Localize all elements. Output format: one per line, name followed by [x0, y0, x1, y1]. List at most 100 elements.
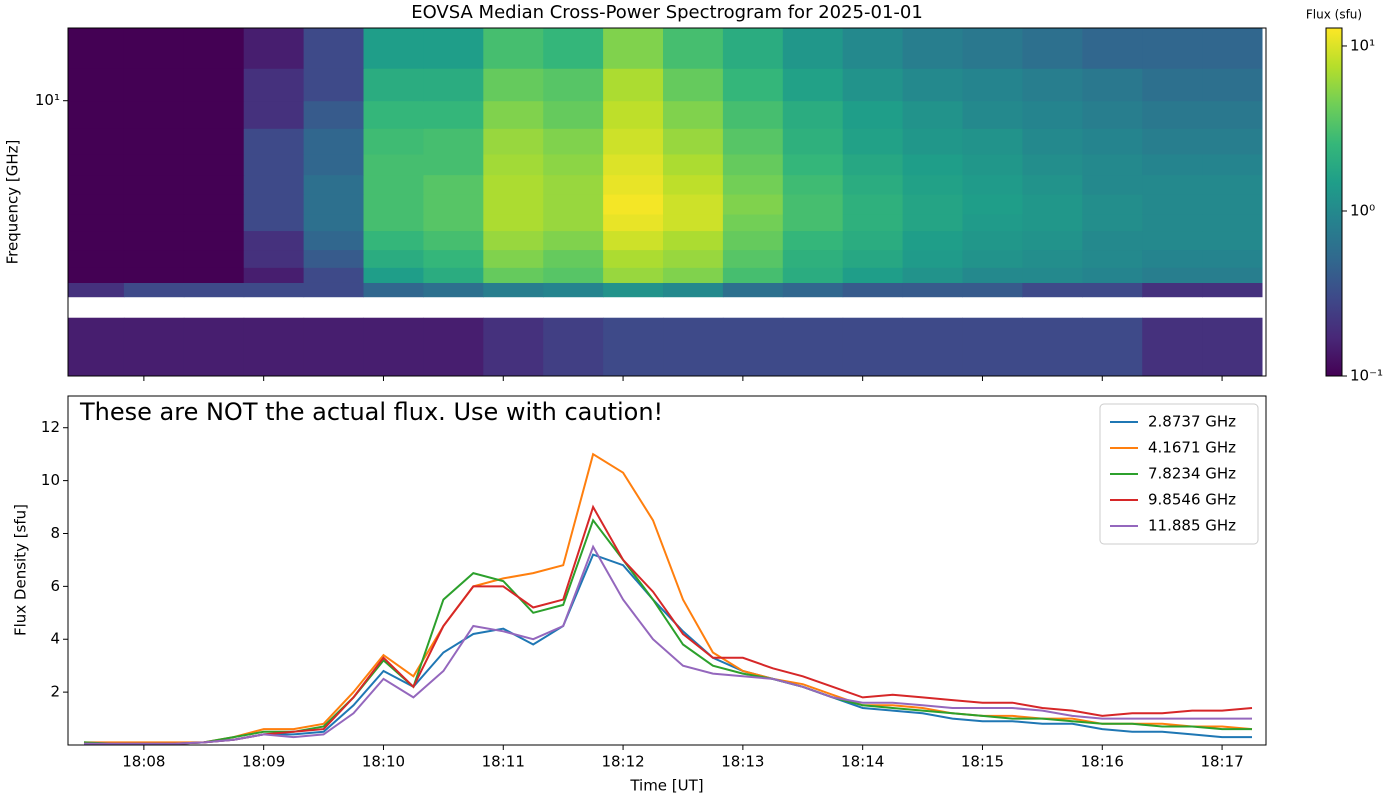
heatmap-cell	[68, 282, 125, 298]
colorbar-label: Flux (sfu)	[1306, 8, 1362, 22]
heatmap-cell	[303, 317, 365, 376]
heatmap-cell	[902, 174, 964, 195]
heatmap-cell	[663, 282, 724, 298]
y-tick-label: 10¹	[35, 91, 60, 109]
heatmap-cell	[902, 282, 964, 298]
heatmap-cell	[722, 100, 784, 129]
heatmap-cell	[962, 153, 1023, 176]
series-line	[84, 452, 1253, 744]
heatmap-cell	[782, 230, 844, 251]
heatmap-cell	[1082, 100, 1143, 129]
legend-label: 2.8737 GHz	[1148, 413, 1236, 431]
spectrogram	[68, 28, 1263, 376]
heatmap-cell	[1082, 153, 1143, 176]
heatmap-cell	[842, 214, 904, 232]
heatmap-cell	[183, 194, 245, 215]
heatmap-cell	[483, 230, 544, 251]
heatmap-cell	[603, 128, 664, 155]
heatmap-cell	[663, 128, 724, 155]
heatmap-cell	[543, 267, 604, 283]
heatmap-cell	[543, 249, 604, 268]
heatmap-cell	[1142, 267, 1203, 283]
heatmap-cell	[1022, 153, 1083, 176]
heatmap-cell	[1082, 230, 1143, 251]
heatmap-cell	[543, 282, 604, 298]
heatmap-cell	[842, 174, 904, 195]
heatmap-cell	[663, 267, 724, 283]
heatmap-cell	[303, 28, 365, 69]
legend-label: 9.8546 GHz	[1148, 491, 1236, 509]
heatmap-cell	[1142, 317, 1203, 376]
heatmap-cell	[423, 317, 484, 376]
heatmap-cell	[1142, 100, 1203, 129]
heatmap-cell	[722, 317, 784, 376]
heatmap-cell	[243, 28, 305, 69]
heatmap-cell	[1022, 282, 1083, 298]
heatmap-cell	[483, 153, 544, 176]
legend-label: 7.8234 GHz	[1148, 465, 1236, 483]
heatmap-cell	[603, 230, 664, 251]
x-tick-label: 18:12	[601, 753, 644, 771]
heatmap-cell	[123, 267, 185, 283]
heatmap-cell	[303, 128, 365, 155]
heatmap-cell	[303, 100, 365, 129]
heatmap-cell	[962, 174, 1023, 195]
heatmap-cell	[902, 249, 964, 268]
heatmap-cell	[782, 214, 844, 232]
heatmap-cell	[123, 282, 185, 298]
y-axis-label: Flux Density [sfu]	[12, 504, 30, 636]
x-tick-label: 18:10	[362, 753, 405, 771]
heatmap-cell	[483, 282, 544, 298]
heatmap-cell	[423, 230, 484, 251]
heatmap-cell	[543, 153, 604, 176]
heatmap-cell	[543, 317, 604, 376]
heatmap-cell	[663, 174, 724, 195]
heatmap-cell	[1142, 249, 1203, 268]
heatmap-cell	[363, 68, 424, 102]
heatmap-cell	[1202, 128, 1263, 155]
heatmap-cell	[1202, 267, 1263, 283]
heatmap-cell	[303, 282, 365, 298]
heatmap-cell	[183, 100, 245, 129]
heatmap-cell	[243, 128, 305, 155]
axes: 10¹ 10⁻¹ 10⁰ 10¹ 18:08 18:09 18:10 18:11 18:12 18…	[35, 36, 1383, 770]
series-line	[83, 553, 1252, 745]
heatmap-cell	[363, 249, 424, 268]
heatmap-cell	[1082, 317, 1143, 376]
x-tick-label: 18:17	[1200, 753, 1243, 771]
heatmap-cell	[902, 68, 964, 102]
heatmap-cell	[1142, 28, 1203, 69]
y-tick-label: 4	[50, 630, 60, 648]
heatmap-cell	[543, 68, 604, 102]
heatmap-cell	[303, 214, 365, 232]
heatmap-cell	[363, 317, 424, 376]
heatmap-cell	[603, 153, 664, 176]
heatmap-cell	[1202, 194, 1263, 215]
heatmap-cell	[243, 194, 305, 215]
x-tick-label: 18:08	[122, 753, 165, 771]
heatmap-cell	[962, 68, 1023, 102]
heatmap-cell	[483, 68, 544, 102]
heatmap-cell	[423, 282, 484, 298]
heatmap-cell	[363, 194, 424, 215]
heatmap-cell	[1022, 68, 1083, 102]
heatmap-cell	[363, 174, 424, 195]
heatmap-cell	[1082, 68, 1143, 102]
heatmap-cell	[243, 267, 305, 283]
heatmap-cell	[423, 153, 484, 176]
heatmap-cell	[1142, 230, 1203, 251]
legend-box	[1099, 403, 1259, 545]
heatmap-cell	[243, 317, 305, 376]
heatmap-cell	[68, 68, 125, 102]
heatmap-cell	[1022, 128, 1083, 155]
heatmap-cell	[842, 28, 904, 69]
heatmap-cell	[68, 174, 125, 195]
heatmap-cell	[1082, 194, 1143, 215]
heatmap-cell	[68, 100, 125, 129]
heatmap-cell	[782, 68, 844, 102]
x-tick-label: 18:09	[242, 753, 285, 771]
heatmap-cell	[782, 317, 844, 376]
colorbar-tick-label: 10⁻¹	[1350, 367, 1383, 385]
heatmap-cell	[782, 100, 844, 129]
heatmap-cell	[842, 230, 904, 251]
